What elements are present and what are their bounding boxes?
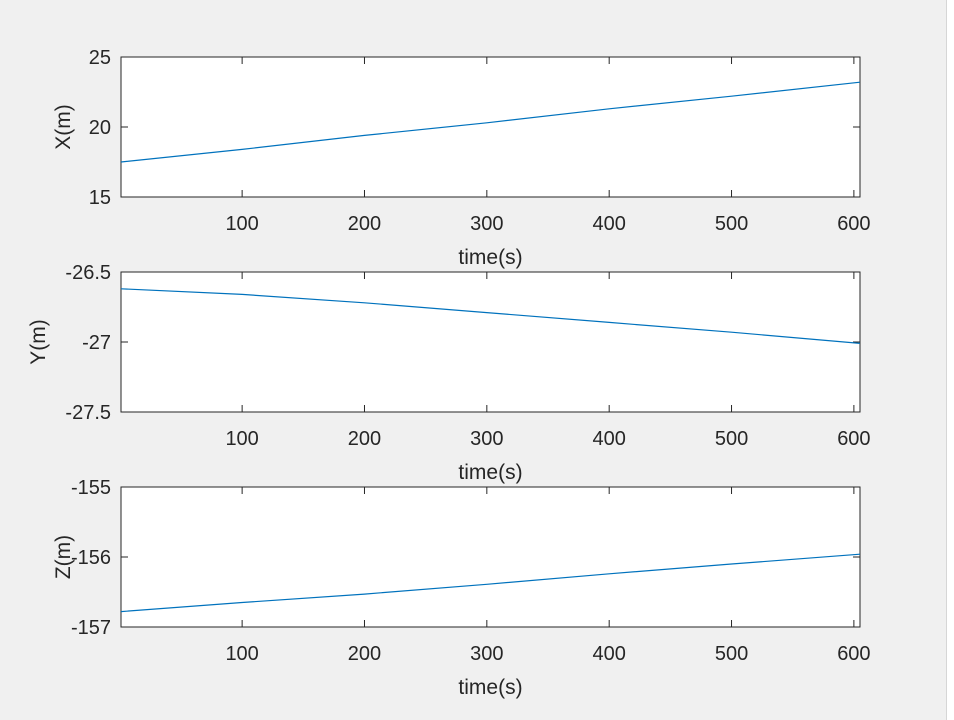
x-tick-label-y: 300	[470, 428, 503, 450]
x-tick-label-y: 200	[348, 428, 381, 450]
axes-box-z	[120, 486, 861, 628]
x-tick-label-z: 100	[225, 643, 258, 665]
x-tick-label-z: 600	[837, 643, 870, 665]
subplot-x: 100 200 300 400 500 600 15 20 25 time(s) X(m)	[52, 47, 871, 269]
subplot-z: 100 200 300 400 500 600 -157 -156 -155 time(s) Z(m…	[52, 477, 871, 699]
axes-box-x	[120, 56, 861, 198]
x-tick-label-y: 100	[225, 428, 258, 450]
y-tick-label-x: 15	[89, 187, 111, 209]
y-tick-label-y: -27.5	[65, 402, 111, 424]
x-tick-label-x: 600	[837, 213, 870, 235]
x-tick-label-x: 400	[592, 213, 625, 235]
x-tick-label-x: 200	[348, 213, 381, 235]
x-tick-label-y: 400	[592, 428, 625, 450]
y-axis-label-y: Y(m)	[27, 319, 50, 365]
x-axis-label-z: time(s)	[458, 676, 522, 699]
x-tick-label-x: 100	[225, 213, 258, 235]
series-line-y	[120, 288, 861, 344]
y-tick-label-y: -26.5	[65, 262, 111, 284]
series-line-z	[120, 553, 861, 613]
x-tick-label-y: 600	[837, 428, 870, 450]
y-tick-label-z: -156	[71, 547, 111, 569]
x-axis-label-y: time(s)	[458, 461, 522, 484]
x-axis-label-x: time(s)	[458, 246, 522, 269]
y-tick-label-x: 25	[89, 47, 111, 69]
x-tick-label-z: 400	[592, 643, 625, 665]
x-tick-label-z: 200	[348, 643, 381, 665]
window-edge	[946, 0, 954, 720]
y-tick-label-z: -157	[71, 617, 111, 639]
x-tick-label-y: 500	[715, 428, 748, 450]
y-tick-label-x: 20	[89, 117, 111, 139]
y-tick-label-y: -27	[82, 332, 111, 354]
subplot-y: 100 200 300 400 500 600 -27.5 -27 -26.5 time(s) Y(…	[27, 262, 871, 484]
y-axis-label-x: X(m)	[52, 104, 75, 150]
y-tick-label-z: -155	[71, 477, 111, 499]
series-line-x	[120, 81, 861, 163]
axes-box-y	[120, 271, 861, 413]
y-axis-label-z: Z(m)	[52, 535, 75, 579]
x-tick-label-z: 500	[715, 643, 748, 665]
x-tick-label-z: 300	[470, 643, 503, 665]
x-tick-label-x: 300	[470, 213, 503, 235]
x-tick-label-x: 500	[715, 213, 748, 235]
